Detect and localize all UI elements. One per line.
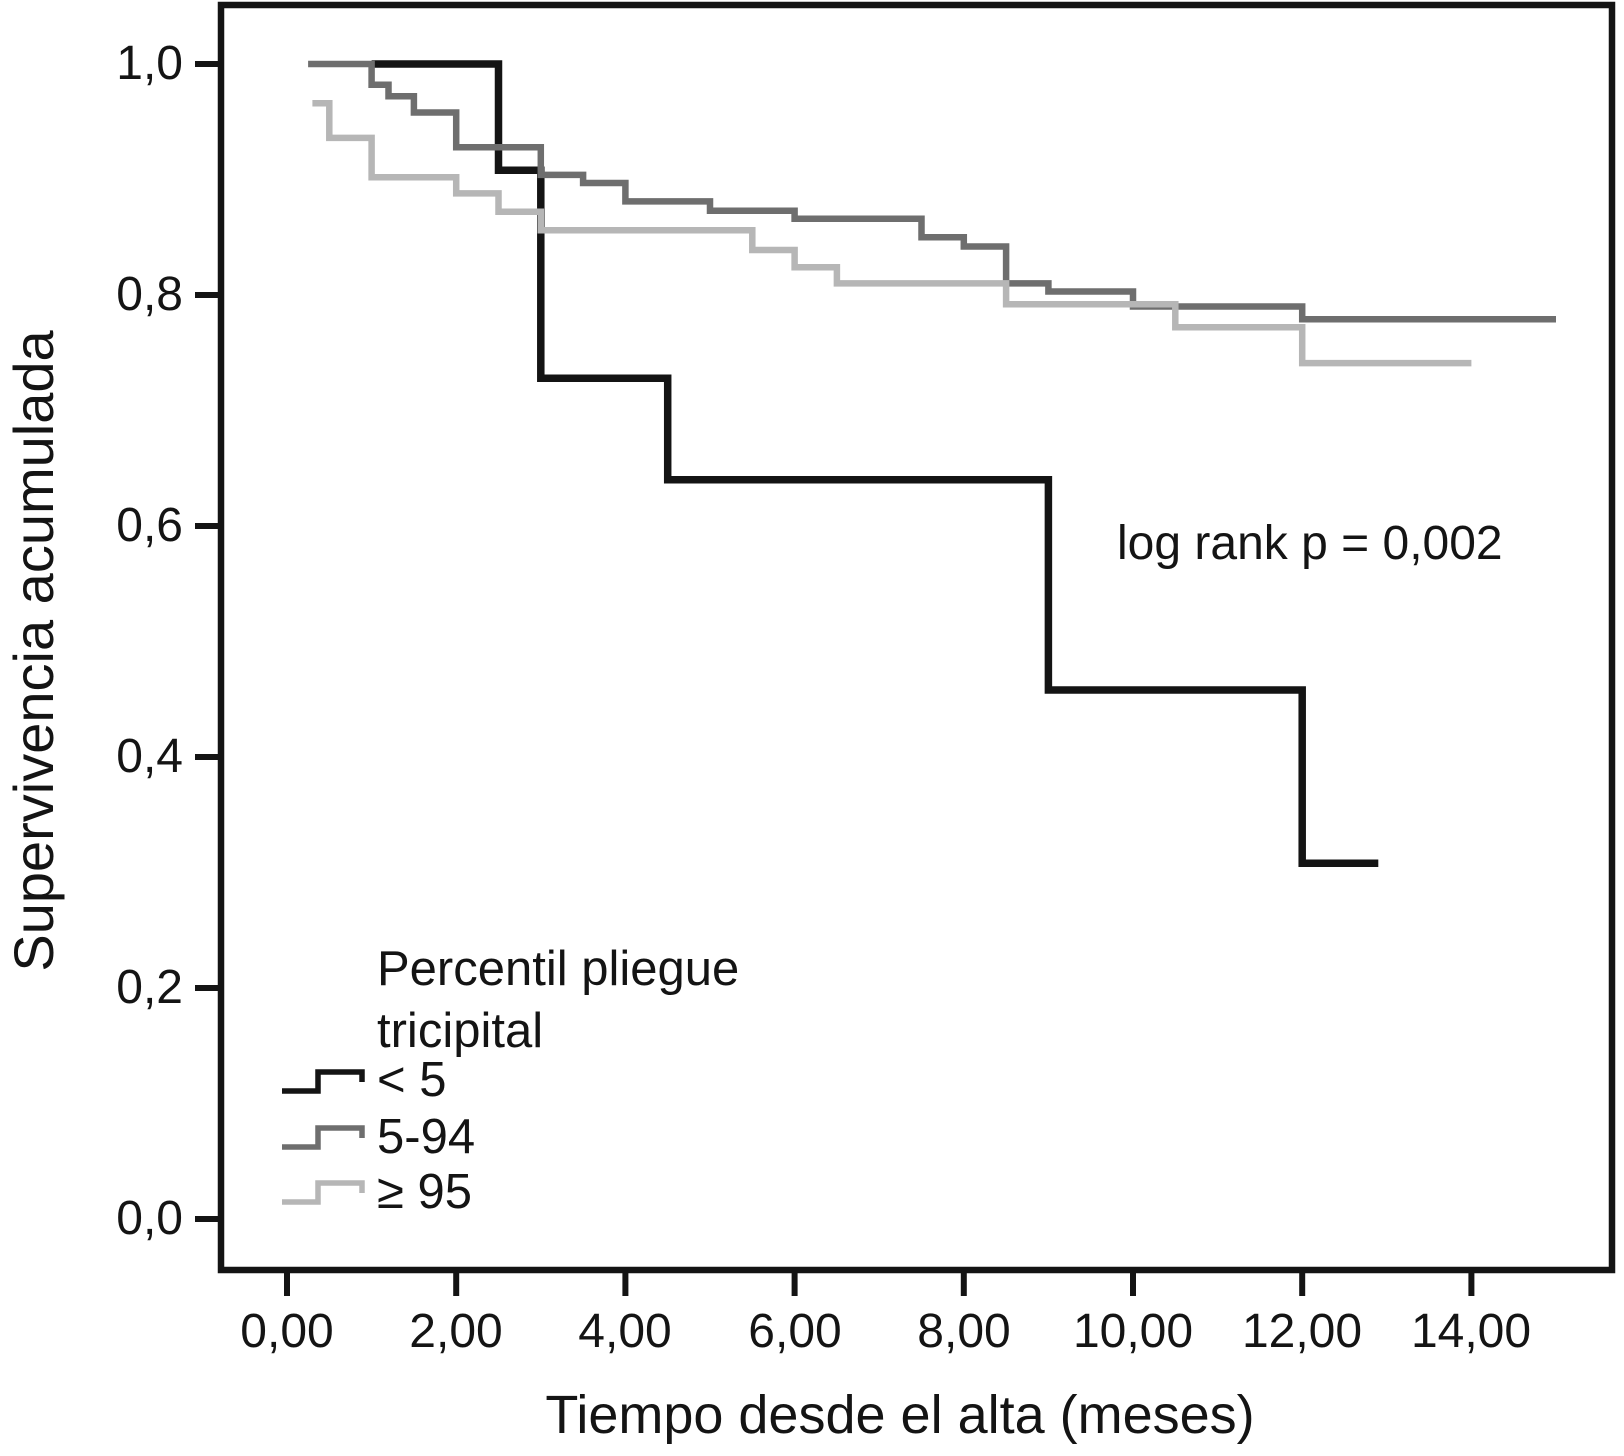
y-axis-title: Supervivencia acumulada (2, 330, 65, 972)
legend-key-step-icon-lt5 (282, 1069, 365, 1094)
y-tick-label-0.4: 0,4 (116, 730, 183, 783)
x-tick-label-10: 10,00 (1072, 1305, 1194, 1358)
legend-item-lt5: < 5 (377, 1053, 447, 1107)
survival-curve-<5 (371, 60, 1379, 868)
x-tick-label-0: 0,00 (240, 1305, 334, 1358)
survival-curve-≥95 (312, 100, 1472, 367)
legend-title-line-1: Percentil pliegue (377, 942, 740, 996)
y-tick-label-1.0: 1,0 (116, 37, 183, 90)
log-rank-annotation: log rank p = 0,002 (1117, 517, 1503, 570)
x-tick-label-6: 6,00 (748, 1305, 842, 1358)
survival-curves (308, 60, 1556, 868)
x-axis-ticks (284, 1270, 1475, 1296)
x-tick-label-12: 12,00 (1241, 1305, 1363, 1358)
y-tick-label-0.0: 0,0 (116, 1192, 183, 1245)
legend-item-5-94: 5-94 (377, 1110, 476, 1164)
y-tick-label-0.8: 0,8 (116, 268, 183, 321)
x-axis-title: Tiempo desde el alta (meses) (545, 1385, 1255, 1445)
legend-title-line-2: tricipital (377, 1004, 544, 1058)
y-axis-ticks (195, 61, 221, 1222)
legend-item-gte95: ≥ 95 (377, 1165, 473, 1219)
x-tick-label-14: 14,00 (1410, 1305, 1532, 1358)
y-tick-label-0.6: 0,6 (116, 499, 183, 552)
y-tick-label-0.2: 0,2 (116, 961, 183, 1014)
survival-curve-5-94 (308, 60, 1556, 323)
plot-frame (217, 1, 1616, 1274)
legend-key-step-icon-gte95 (282, 1180, 365, 1205)
legend-key-step-icon-5-94 (282, 1125, 365, 1150)
x-tick-label-2: 2,00 (409, 1305, 503, 1358)
x-tick-label-4: 4,00 (578, 1305, 672, 1358)
x-tick-label-8: 8,00 (917, 1305, 1011, 1358)
